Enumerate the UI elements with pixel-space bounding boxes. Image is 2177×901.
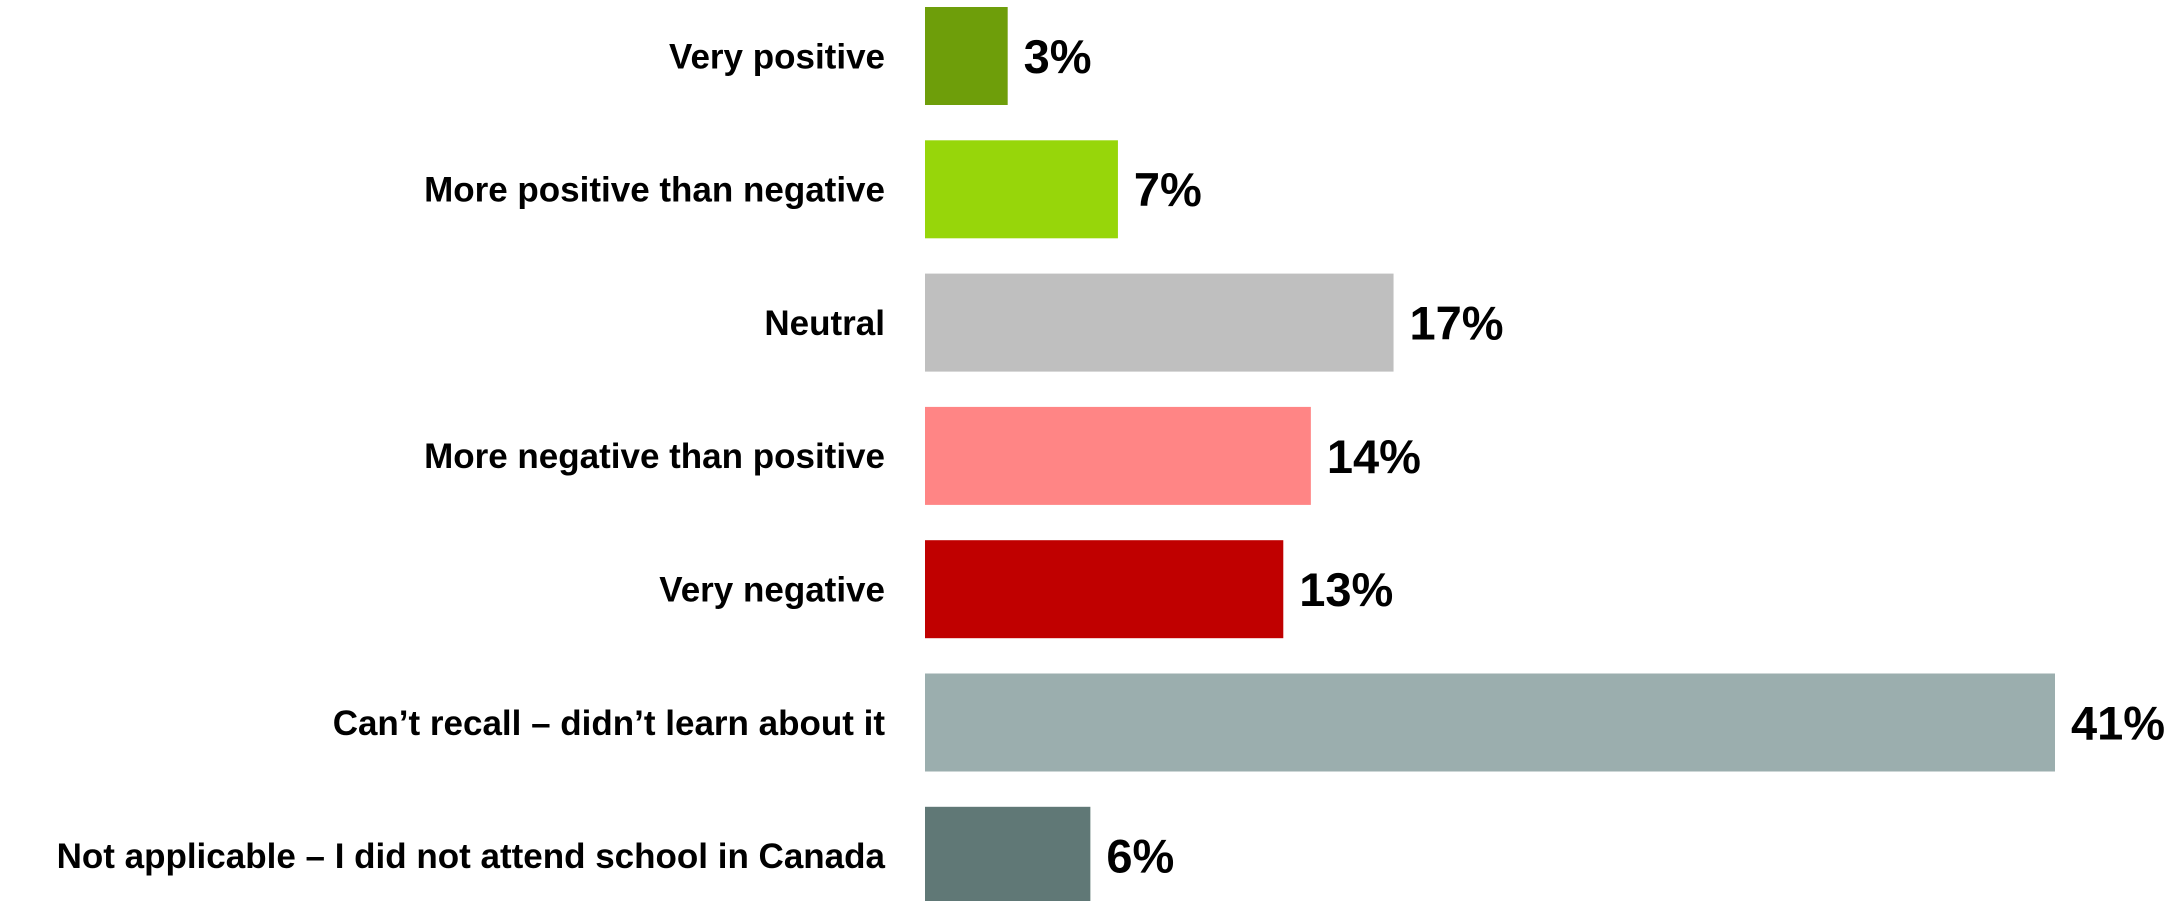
- bar: [925, 806, 1091, 901]
- value-label: 3%: [1024, 30, 1092, 83]
- category-label: Neutral: [764, 304, 885, 343]
- category-label: Can’t recall – didn’t learn about it: [333, 704, 886, 743]
- category-label: Very positive: [669, 37, 885, 76]
- bar: [925, 140, 1118, 239]
- bar: [925, 673, 2055, 772]
- value-label: 6%: [1106, 830, 1174, 883]
- value-label: 13%: [1299, 563, 1393, 616]
- bar: [925, 273, 1394, 372]
- value-label: 41%: [2071, 696, 2165, 749]
- value-label: 7%: [1134, 163, 1202, 216]
- category-label: More positive than negative: [424, 171, 885, 210]
- bar: [925, 406, 1311, 505]
- category-label: Not applicable – I did not attend school…: [57, 837, 886, 876]
- category-label: More negative than positive: [424, 437, 885, 476]
- bar: [925, 7, 1008, 105]
- category-label: Very negative: [659, 570, 885, 609]
- value-label: 17%: [1410, 297, 1504, 350]
- value-label: 14%: [1327, 430, 1421, 483]
- bar: [925, 540, 1284, 639]
